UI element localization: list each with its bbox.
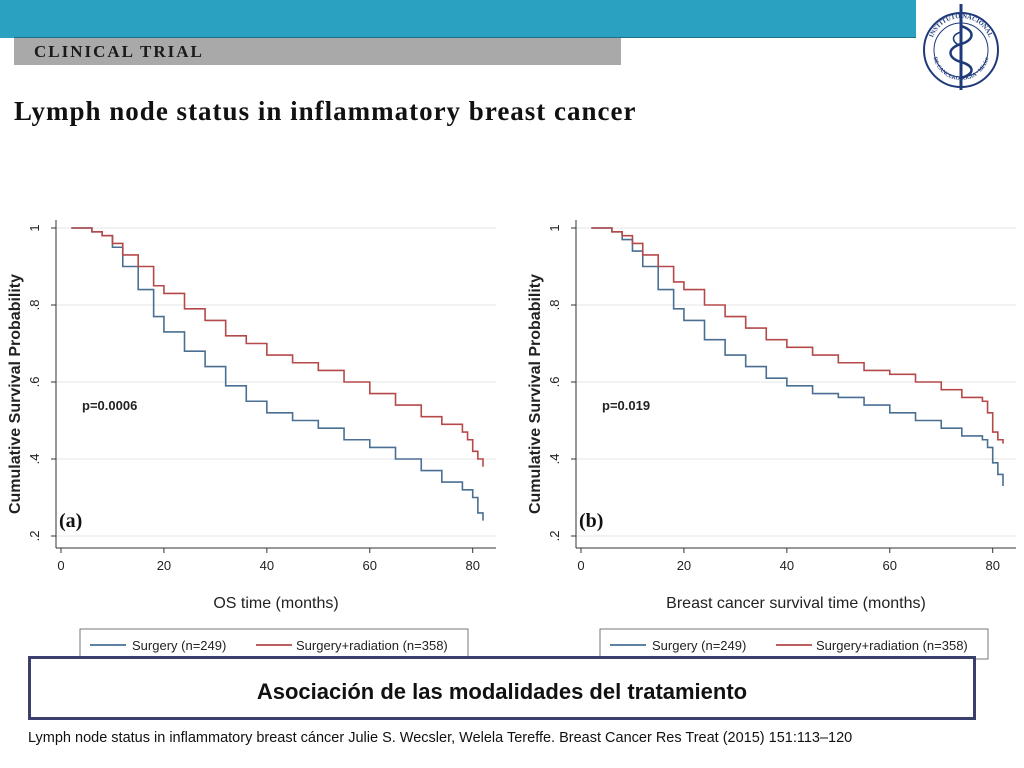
y-tick-label: .4 <box>547 454 562 465</box>
y-axis-label: Cumulative Survival Probability <box>527 274 544 514</box>
caduceus-seal-icon: INSTITUTO NACIONAL DE CANCEROLOGIA · Méx… <box>923 4 999 90</box>
survival-curve-0 <box>591 227 1004 486</box>
x-axis-label: Breast cancer survival time (months) <box>666 595 926 612</box>
panel-label: (b) <box>579 510 603 532</box>
x-tick-label: 60 <box>363 558 377 573</box>
y-tick-label: .2 <box>27 531 42 542</box>
survival-curve-1 <box>591 227 1004 444</box>
y-tick-label: .2 <box>547 531 562 542</box>
x-axis-label: OS time (months) <box>213 595 338 612</box>
legend-label-1: Surgery+radiation (n=358) <box>816 638 968 653</box>
x-tick-label: 0 <box>577 558 584 573</box>
y-axis-label: Cumulative Survival Probability <box>7 274 24 514</box>
top-accent-bar <box>0 0 916 38</box>
legend-box <box>599 628 989 660</box>
y-tick-label: .8 <box>547 300 562 311</box>
x-tick-label: 20 <box>157 558 171 573</box>
x-tick-label: 40 <box>260 558 274 573</box>
y-tick-label: .4 <box>27 454 42 465</box>
survival-curve-0 <box>71 227 484 521</box>
treatment-callout-box: Asociación de las modalidades del tratam… <box>28 656 976 720</box>
p-value-annotation: p=0.0006 <box>82 398 137 413</box>
y-tick-label: .8 <box>27 300 42 311</box>
plot-area <box>56 220 496 548</box>
survival-curve-1 <box>71 227 484 467</box>
slide-title: Lymph node status in inflammatory breast… <box>14 96 637 126</box>
legend-label-1: Surgery+radiation (n=358) <box>296 638 448 653</box>
section-label: CLINICAL TRIAL <box>34 42 204 61</box>
y-tick-label: 1 <box>27 224 42 231</box>
p-value-annotation: p=0.019 <box>602 398 650 413</box>
x-tick-label: 20 <box>677 558 691 573</box>
y-tick-label: 1 <box>547 224 562 231</box>
top-accent-divider <box>14 37 922 38</box>
section-banner: CLINICAL TRIAL <box>14 38 621 65</box>
x-tick-label: 0 <box>57 558 64 573</box>
y-tick-label: .6 <box>547 377 562 388</box>
plot-area <box>576 220 1016 548</box>
x-tick-label: 80 <box>465 558 479 573</box>
legend-box <box>79 628 469 660</box>
km-chart-a: .2 .4 .6 .8 1 0 20 40 60 80 Cumulative Survival Pr… <box>7 220 496 660</box>
km-chart-b: .2 .4 .6 .8 1 0 20 40 60 80 Cumulative Survival Pr… <box>527 220 1016 660</box>
x-tick-label: 80 <box>985 558 999 573</box>
x-tick-label: 60 <box>883 558 897 573</box>
x-tick-label: 40 <box>780 558 794 573</box>
legend-label-0: Surgery (n=249) <box>132 638 226 653</box>
legend-label-0: Surgery (n=249) <box>652 638 746 653</box>
panel-label: (a) <box>59 510 82 532</box>
citation-text: Lymph node status in inflammatory breast… <box>28 730 853 746</box>
y-tick-label: .6 <box>27 377 42 388</box>
callout-text: Asociación de las modalidades del tratam… <box>256 679 748 704</box>
